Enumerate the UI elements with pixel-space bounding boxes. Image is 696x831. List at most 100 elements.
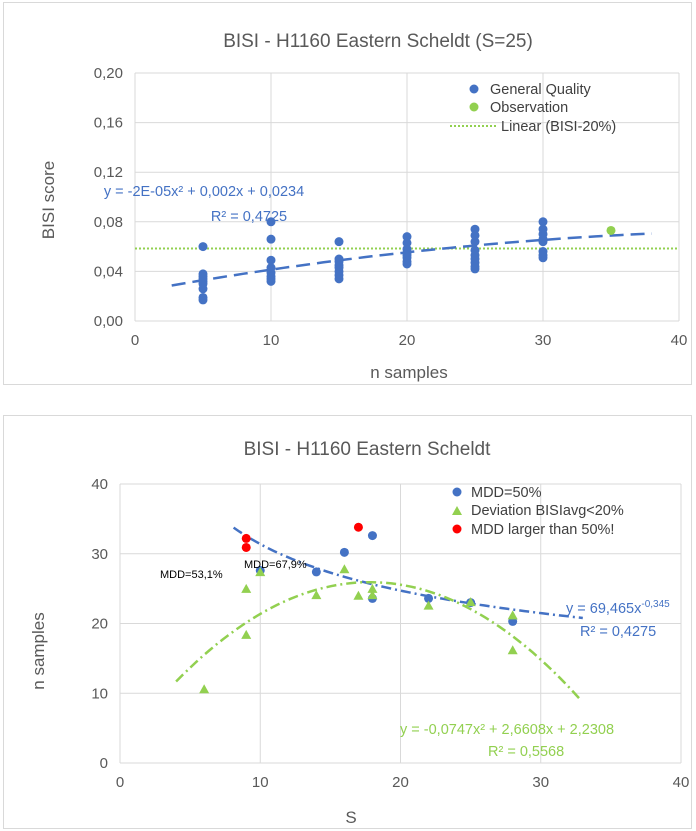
chart-panel-n-samples: BISI - H1160 Eastern Scheldt 0 10 20 30 40 0… [3,415,692,829]
x-tick-label: 40 [671,332,688,349]
polynomial-trendline [175,580,581,701]
deviation-point [353,590,364,600]
mdd-50-point [424,593,434,603]
general-quality-point [538,237,548,247]
general-quality-point [198,295,208,305]
quadratic-trendline [171,232,652,287]
y-tick-label: 0,12 [94,164,123,181]
mdd-50-point [311,567,321,577]
x-tick-label: 0 [116,774,124,791]
y-axis-label: BISI score [39,161,58,239]
y-tick-label: 30 [91,546,108,563]
x-axis-ticks: 0 10 20 30 40 [116,774,690,791]
x-tick-label: 10 [263,332,280,349]
general-quality-point [470,264,480,274]
legend-label-mdd-50: MDD=50% [471,485,542,501]
general-quality-point [538,253,548,263]
general-quality-point [538,217,548,227]
y-axis-ticks: 0,00 0,04 0,08 0,12 0,16 0,20 [94,65,123,330]
deviation-point [241,583,252,593]
chart-n-samples-vs-s: BISI - H1160 Eastern Scheldt 0 10 20 30 40 0… [29,439,690,827]
legend: General Quality Observation Linear (BISI… [450,82,616,135]
deviation-point [255,567,266,577]
grid [119,483,682,764]
mdd-50-point [339,547,349,557]
general-quality-point [266,276,276,286]
observation-point [606,225,616,235]
y-tick-label: 0,08 [94,214,123,231]
y-tick-label: 20 [91,616,108,633]
general-quality-point [470,230,480,240]
mdd-larger-point [353,522,363,532]
x-axis-label: S [345,808,356,827]
x-tick-label: 0 [131,332,139,349]
x-axis-label: n samples [370,363,447,382]
power-trendline-equation: y = 69,465x-0,345 [566,599,670,617]
deviation-point [339,564,350,574]
legend-label-deviation: Deviation BISIavg<20% [471,503,624,519]
x-tick-label: 30 [532,774,549,791]
legend-label-mdd-larger: MDD larger than 50%! [471,522,614,538]
deviation-point [507,610,518,620]
legend-label-linear: Linear (BISI-20%) [501,119,616,135]
general-quality-point [198,284,208,294]
y-tick-label: 40 [91,476,108,493]
general-quality-point [266,255,276,265]
y-tick-label: 0,16 [94,115,123,132]
x-tick-label: 20 [392,774,409,791]
legend-marker-mdd-larger [452,524,462,534]
general-quality-point [266,217,276,227]
deviation-point [465,597,476,607]
y-tick-label: 10 [91,685,108,702]
deviation-point [311,590,322,600]
data-points [198,217,616,305]
y-tick-label: 0 [100,755,108,772]
polynomial-trendline-r-squared: R² = 0,5568 [488,744,564,760]
legend-marker-general-quality [469,84,479,94]
deviation-point [423,600,434,610]
mdd-larger-point [241,533,251,543]
general-quality-point [334,237,344,247]
annotation-mdd-53-1: MDD=53,1% [160,569,223,581]
general-quality-point [334,274,344,284]
y-tick-label: 0,00 [94,313,123,330]
legend-label-general-quality: General Quality [490,82,591,98]
general-quality-point [470,224,480,234]
legend: MDD=50% Deviation BISIavg<20% MDD larger… [452,485,624,538]
y-axis-ticks: 0 10 20 30 40 [91,476,108,772]
chart-title: BISI - H1160 Eastern Scheldt [244,439,491,460]
chart-bisi-score-vs-n-samples: BISI - H1160 Eastern Scheldt (S=25) 0,00… [39,31,688,382]
mdd-50-point [367,531,377,541]
chart-title: BISI - H1160 Eastern Scheldt (S=25) [223,31,533,52]
chart-panel-bisi-score: BISI - H1160 Eastern Scheldt (S=25) 0,00… [3,2,692,385]
deviation-point [367,583,378,593]
polynomial-trendline-equation: y = -0,0747x² + 2,6608x + 2,2308 [400,722,614,738]
trendline-equation: y = -2E-05x² + 0,002x + 0,0234 [104,184,304,200]
mdd-larger-point [241,542,251,552]
power-trendline [232,526,583,620]
legend-label-observation: Observation [490,100,568,116]
grid [134,72,680,322]
trendline-r-squared: R² = 0,4725 [211,209,287,225]
general-quality-point [198,242,208,252]
data-points [199,522,518,694]
x-axis-ticks: 0 10 20 30 40 [131,332,688,349]
deviation-point [507,645,518,655]
deviation-point [241,629,252,639]
x-tick-label: 30 [535,332,552,349]
legend-marker-observation [469,102,479,112]
y-tick-label: 0,04 [94,263,123,280]
general-quality-point [470,237,480,247]
general-quality-point [266,234,276,244]
power-trendline-r-squared: R² = 0,4275 [580,624,656,640]
general-quality-point [402,259,412,269]
x-tick-label: 10 [252,774,269,791]
legend-marker-deviation [452,506,462,515]
y-tick-label: 0,20 [94,65,123,82]
annotation-mdd-67-9: MDD=67,9% [244,559,307,571]
general-quality-point [402,232,412,242]
deviation-point [367,590,378,600]
deviation-point [199,684,210,694]
x-tick-label: 20 [399,332,416,349]
legend-marker-mdd-50 [452,487,462,497]
